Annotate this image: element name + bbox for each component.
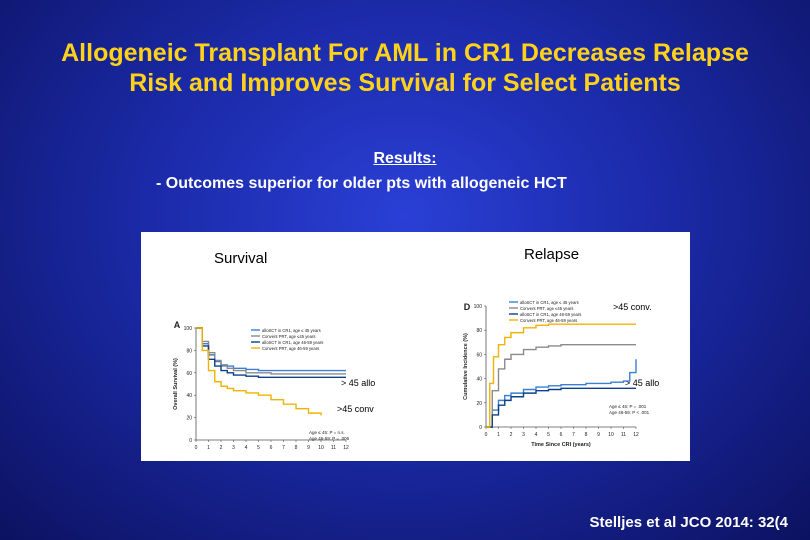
x-tick-label: 1 [207, 445, 210, 451]
x-tick-label: 6 [560, 432, 563, 438]
y-axis-label: Overall Survival (%) [173, 358, 179, 410]
y-axis-label: Cumulative Incidence (%) [463, 333, 469, 400]
x-tick-label: 0 [195, 445, 198, 451]
panel-letter: D [464, 302, 471, 312]
legend-entry: Convent PRT, age 46-59 years [262, 346, 319, 351]
x-axis-label: Time Since CRI (years) [531, 442, 591, 448]
panel-letter: A [174, 320, 181, 330]
y-tick-label: 100 [474, 304, 483, 310]
legend-entry: Convent PRT, age ≤45 years [520, 306, 573, 311]
results-point: - Outcomes superior for older pts with a… [156, 175, 567, 192]
x-tick-label: 5 [257, 445, 260, 451]
x-tick-label: 1 [497, 432, 500, 438]
relapse-conv-annotation: >45 conv. [613, 302, 652, 312]
survival-allo-annotation: > 45 allo [341, 378, 376, 388]
title-line-1: Allogeneic Transplant For AML in CR1 Dec… [61, 39, 749, 67]
survival-conv-annotation: >45 conv [337, 404, 374, 414]
x-tick-label: 11 [621, 432, 626, 438]
p-value-label: Age ≤ 45: P = .001 [609, 404, 647, 409]
x-tick-label: 4 [535, 432, 538, 438]
series-line [486, 323, 636, 428]
y-tick-label: 100 [184, 326, 193, 332]
y-tick-label: 80 [186, 348, 192, 354]
x-tick-label: 10 [318, 445, 324, 451]
series-line [196, 327, 322, 416]
series-line [486, 387, 636, 428]
legend-entry: alloSCT in CR1, age 46-59 years [520, 312, 581, 317]
x-tick-label: 2 [220, 445, 223, 451]
figure-panel: Survival Relapse >45 conv. > 45 allo >45… [141, 232, 690, 461]
legend-entry: Convent PRT, age 46-59 years [520, 318, 577, 323]
p-value-label: Age 46-59: P = .006 [309, 436, 350, 441]
y-tick-label: 40 [476, 377, 482, 383]
p-value-label: Age ≤ 45: P = n.s. [309, 430, 345, 435]
x-tick-label: 12 [343, 445, 349, 451]
x-tick-label: 7 [572, 432, 575, 438]
p-value-label: Age 46-59: P < .001 [609, 410, 650, 415]
x-tick-label: 9 [597, 432, 600, 438]
x-tick-label: 6 [270, 445, 273, 451]
survival-label: Survival [214, 250, 268, 267]
series-line [486, 344, 636, 428]
y-tick-label: 60 [476, 352, 482, 358]
x-tick-label: 5 [547, 432, 550, 438]
x-tick-label: 10 [608, 432, 614, 438]
slide-title: Allogeneic Transplant For AML in CR1 Dec… [0, 38, 810, 98]
citation: Stelljes et al JCO 2014: 32(4 [589, 514, 788, 531]
y-tick-label: 20 [186, 416, 192, 422]
results-heading: Results: [373, 150, 437, 167]
relapse-allo-annotation: > 45 allo [625, 378, 660, 388]
legend-entry: Convent PRT, age ≤45 years [262, 334, 315, 339]
x-tick-label: 2 [510, 432, 513, 438]
x-tick-label: 3 [522, 432, 525, 438]
x-tick-label: 0 [485, 432, 488, 438]
x-tick-label: 3 [232, 445, 235, 451]
series-line [486, 359, 637, 428]
legend-entry: alloSCT in CR1, age 46-59 years [262, 340, 323, 345]
y-tick-label: 0 [189, 438, 192, 444]
x-tick-label: 12 [633, 432, 639, 438]
y-tick-label: 60 [186, 371, 192, 377]
x-tick-label: 9 [307, 445, 310, 451]
y-tick-label: 40 [186, 393, 192, 399]
x-tick-label: 11 [331, 445, 336, 451]
x-tick-label: 8 [585, 432, 588, 438]
x-tick-label: 7 [282, 445, 285, 451]
relapse-label: Relapse [524, 246, 580, 263]
x-tick-label: 4 [245, 445, 248, 451]
y-tick-label: 80 [476, 328, 482, 334]
series-line [196, 327, 346, 375]
title-line-2: Risk and Improves Survival for Select Pa… [129, 69, 681, 97]
legend-entry: alloSCT in CR1, age ≤ 45 years [262, 328, 321, 333]
x-tick-label: 8 [295, 445, 298, 451]
y-tick-label: 20 [476, 401, 482, 407]
legend-entry: alloSCT in CR1, age ≤ 45 years [520, 300, 579, 305]
y-tick-label: 0 [479, 425, 482, 431]
